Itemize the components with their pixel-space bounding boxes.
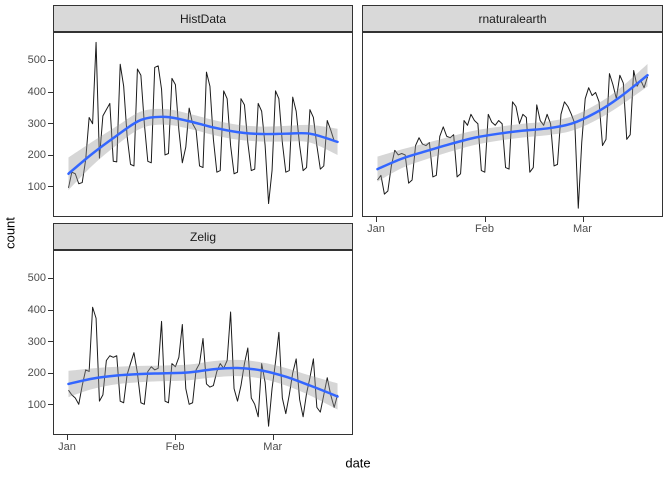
facet-panel-rnaturalearth [362, 32, 663, 217]
x-tick-label: Mar [573, 223, 592, 235]
y-tick-label: 100 [27, 398, 46, 411]
x-tick-mark [582, 217, 584, 222]
y-tick-mark [48, 59, 53, 61]
y-tick-label: 200 [27, 367, 46, 380]
x-tick-label: Jan [367, 223, 385, 235]
y-tick-label: 300 [27, 117, 46, 130]
facet-panel-histdata [53, 32, 353, 217]
y-tick-mark [48, 372, 53, 374]
facet-title-rnaturalearth: rnaturalearth [478, 11, 547, 26]
facet-strip-zelig: Zelig [53, 223, 353, 250]
x-tick-mark [66, 435, 68, 440]
plot-area-rnaturalearth [376, 63, 649, 209]
plot-area-histdata [67, 41, 339, 205]
x-tick-label: Feb [475, 223, 494, 235]
y-tick-mark [48, 123, 53, 125]
y-tick-label: 100 [27, 180, 46, 193]
facet-title-histdata: HistData [179, 11, 226, 26]
x-tick-mark [484, 217, 486, 222]
y-tick-mark [48, 186, 53, 188]
data-line [67, 41, 338, 205]
smooth-line [67, 115, 339, 175]
confidence-ribbon [68, 108, 338, 191]
data-line [377, 69, 648, 209]
facet-strip-rnaturalearth: rnaturalearth [362, 5, 663, 32]
y-tick-mark [48, 341, 53, 343]
facet-title-zelig: Zelig [189, 229, 216, 244]
y-tick-label: 500 [27, 54, 46, 67]
y-tick-label: 400 [27, 86, 46, 99]
x-tick-mark [175, 435, 177, 440]
y-tick-label: 400 [27, 304, 46, 317]
x-tick-mark [376, 217, 377, 222]
y-tick-label: 300 [27, 335, 46, 348]
smooth-line [376, 74, 649, 171]
y-axis-title: count [2, 217, 18, 249]
x-tick-label: Jan [58, 441, 76, 453]
x-tick-mark [272, 435, 274, 440]
data-line [68, 306, 339, 427]
y-tick-label: 200 [27, 149, 46, 162]
y-tick-mark [48, 91, 53, 93]
x-tick-label: Feb [165, 441, 185, 453]
y-tick-mark [48, 309, 53, 311]
y-tick-mark [48, 404, 53, 406]
confidence-ribbon [377, 63, 648, 182]
y-tick-mark [48, 277, 53, 279]
smooth-line [67, 366, 339, 398]
y-tick-mark [48, 154, 53, 156]
plot-area-zelig [67, 306, 339, 427]
x-axis-title: date [345, 455, 371, 471]
x-tick-label: Mar [263, 441, 283, 453]
y-tick-label: 500 [27, 272, 46, 285]
facet-strip-histdata: HistData [53, 5, 353, 32]
facet-panel-zelig [53, 250, 353, 435]
